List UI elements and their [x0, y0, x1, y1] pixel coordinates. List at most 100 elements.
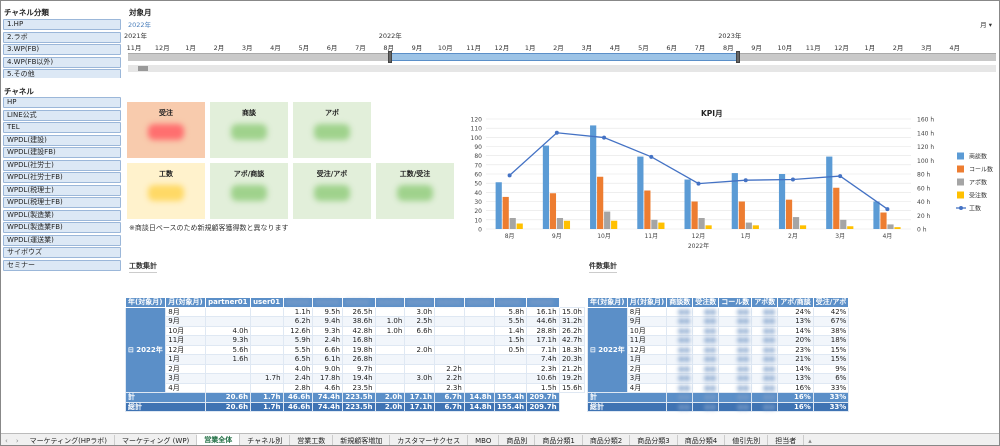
timeline-handle-end[interactable]: [736, 51, 740, 63]
timeline-month-27[interactable]: 2月: [892, 44, 904, 52]
slicer-channel-item-8[interactable]: WPDL(税理士FB): [3, 197, 121, 208]
timeline-month-25[interactable]: 12月: [834, 44, 849, 52]
header-cell[interactable]: コール数: [718, 297, 753, 308]
header-cell[interactable]: ●●●●: [434, 297, 465, 308]
slicer-channel-item-4[interactable]: WPDL(建設FB): [3, 147, 121, 158]
timeline-month-1[interactable]: 12月: [154, 44, 170, 52]
timeline-month-21[interactable]: 8月: [722, 44, 734, 52]
slicer-channel-item-2[interactable]: TEL: [3, 122, 121, 133]
timeline-month-3[interactable]: 2月: [213, 44, 225, 52]
year-cell[interactable]: ⊟ 2022年: [587, 306, 628, 393]
slicer-channel-item-7[interactable]: WPDL(税理士): [3, 184, 121, 196]
timeline-month-29[interactable]: 4月: [949, 44, 960, 52]
timeline-month-23[interactable]: 10月: [777, 44, 793, 52]
slicer-channel-group-item-0[interactable]: 1.HP: [3, 19, 121, 30]
timeline-month-5[interactable]: 4月: [270, 44, 281, 52]
timeline-month-6[interactable]: 5月: [298, 44, 310, 52]
bar-受注数-8月: [516, 223, 523, 229]
sheet-tab-7[interactable]: MBO: [468, 434, 500, 445]
timeline-month-9[interactable]: 8月: [383, 44, 394, 52]
sheet-tab-11[interactable]: 商品分類3: [630, 434, 678, 445]
timeline-month-17[interactable]: 4月: [609, 44, 621, 52]
timeline-slicer[interactable]: 2022年 月 ▾ 2021年 2022年 2023年 11月 12月 1月 2月 3月 4月…: [124, 16, 996, 76]
timeline-unit-dropdown[interactable]: 月 ▾: [980, 21, 992, 29]
slicer-channel-item-3[interactable]: WPDL(建設): [3, 134, 121, 146]
sheet-tab-14[interactable]: 担当者: [768, 434, 805, 445]
header-cell[interactable]: partner01: [205, 297, 252, 308]
timeline-month-18[interactable]: 5月: [638, 44, 649, 52]
tab-scroll-right-icon[interactable]: ›: [15, 436, 19, 445]
timeline-month-22[interactable]: 9月: [751, 44, 762, 52]
timeline-month-0[interactable]: 11月: [126, 44, 142, 52]
timeline-month-4[interactable]: 3月: [241, 44, 253, 52]
timeline-month-16[interactable]: 3月: [581, 44, 593, 52]
sheet-tab-2[interactable]: 営業全体: [197, 433, 241, 445]
timeline-scrollbar[interactable]: [128, 65, 996, 72]
header-cell[interactable]: 月(対象月): [626, 297, 668, 308]
sheet-tab-10[interactable]: 商品分類2: [583, 434, 631, 445]
header-cell[interactable]: 商談数: [666, 297, 694, 308]
slicer-channel-group-item-3[interactable]: 4.WP(FB以外): [3, 56, 121, 68]
header-cell[interactable]: ●●●●: [463, 297, 495, 308]
timeline-month-26[interactable]: 1月: [864, 44, 876, 52]
timeline-month-24[interactable]: 11月: [805, 44, 821, 52]
slicer-channel-group-item-4[interactable]: 5.その他: [3, 69, 121, 78]
header-cell[interactable]: ●●●●: [404, 297, 436, 308]
slicer-channel-item-10[interactable]: WPDL(製造業FB): [3, 222, 121, 233]
slicer-channel-group-item-1[interactable]: 2.ラボ: [3, 31, 121, 43]
sheet-tab-6[interactable]: カスタマーサクセス: [390, 434, 469, 445]
header-cell[interactable]: 年(対象月): [124, 297, 167, 308]
sheet-tab-9[interactable]: 商品分類1: [535, 434, 583, 445]
header-cell[interactable]: ●●●●: [312, 297, 344, 308]
timeline-month-2[interactable]: 1月: [185, 44, 196, 52]
slicer-channel-group-item-2[interactable]: 3.WP(FB): [3, 44, 121, 55]
header-cell[interactable]: 年(対象月): [587, 297, 628, 308]
sheet-tab-12[interactable]: 商品分類4: [678, 434, 726, 445]
slicer-channel-item-9[interactable]: WPDL(製造業): [3, 209, 121, 221]
slicer-channel-item-12[interactable]: サイボウズ: [3, 247, 121, 258]
year-cell[interactable]: ⊟ 2022年: [124, 306, 167, 393]
sheet-tab-4[interactable]: 営業工数: [290, 434, 334, 445]
timeline-month-13[interactable]: 12月: [494, 44, 510, 52]
sheet-tab-8[interactable]: 商品別: [499, 434, 536, 445]
header-cell[interactable]: 受注/アポ: [812, 297, 850, 308]
timeline-month-15[interactable]: 2月: [553, 44, 564, 52]
tab-more-icon[interactable]: ▴: [808, 436, 812, 445]
sheet-tab-1[interactable]: マーケティング (WP): [115, 434, 198, 445]
timeline-month-10[interactable]: 9月: [411, 44, 423, 52]
sheet-tab-3[interactable]: チャネル別: [240, 434, 291, 445]
header-cell[interactable]: ●●●●: [493, 297, 528, 308]
header-cell[interactable]: ●●●●: [526, 297, 560, 308]
sheet-tab-0[interactable]: マーケティング(HPラボ): [23, 434, 116, 445]
slicer-channel-item-6[interactable]: WPDL(社労士FB): [3, 172, 121, 183]
header-cell[interactable]: 月(対象月): [165, 297, 207, 308]
sheet-tab-13[interactable]: 値引先別: [725, 434, 769, 445]
slicer-channel-item-11[interactable]: WPDL(運送業): [3, 234, 121, 246]
header-cell[interactable]: アポ/商談: [777, 297, 814, 308]
kpi-label-4: アポ/商談: [233, 170, 265, 178]
sheet-tab-5[interactable]: 新規顧客増加: [333, 434, 391, 445]
timeline-month-7[interactable]: 6月: [326, 44, 338, 52]
timeline-month-8[interactable]: 7月: [355, 44, 366, 52]
slicer-channel-item-0[interactable]: HP: [3, 97, 121, 108]
timeline-month-14[interactable]: 1月: [524, 44, 536, 52]
value-cell: [404, 382, 436, 393]
header-cell[interactable]: アポ数: [751, 297, 779, 308]
timeline-month-12[interactable]: 11月: [466, 44, 481, 52]
slicer-channel-item-13[interactable]: セミナー: [3, 259, 121, 271]
timeline-handle-start[interactable]: [388, 51, 392, 63]
header-cell[interactable]: user01: [250, 297, 284, 308]
slicer-channel-item-1[interactable]: LINE公式: [3, 109, 121, 121]
header-cell[interactable]: ●●●●: [342, 297, 376, 308]
timeline-month-28[interactable]: 3月: [921, 44, 932, 52]
tab-scroll-left-icon[interactable]: ‹: [5, 436, 8, 445]
header-cell[interactable]: ●●●●: [374, 297, 406, 308]
slicer-channel-item-5[interactable]: WPDL(社労士): [3, 159, 121, 171]
header-cell[interactable]: 受注数: [692, 297, 720, 308]
timeline-month-20[interactable]: 7月: [694, 44, 706, 52]
timeline-month-19[interactable]: 6月: [666, 44, 677, 52]
header-cell[interactable]: ●●●●: [282, 297, 314, 308]
timeline-selected-range[interactable]: [390, 53, 738, 61]
timeline-month-11[interactable]: 10月: [437, 44, 453, 52]
timeline-scroll-thumb[interactable]: [138, 66, 148, 71]
